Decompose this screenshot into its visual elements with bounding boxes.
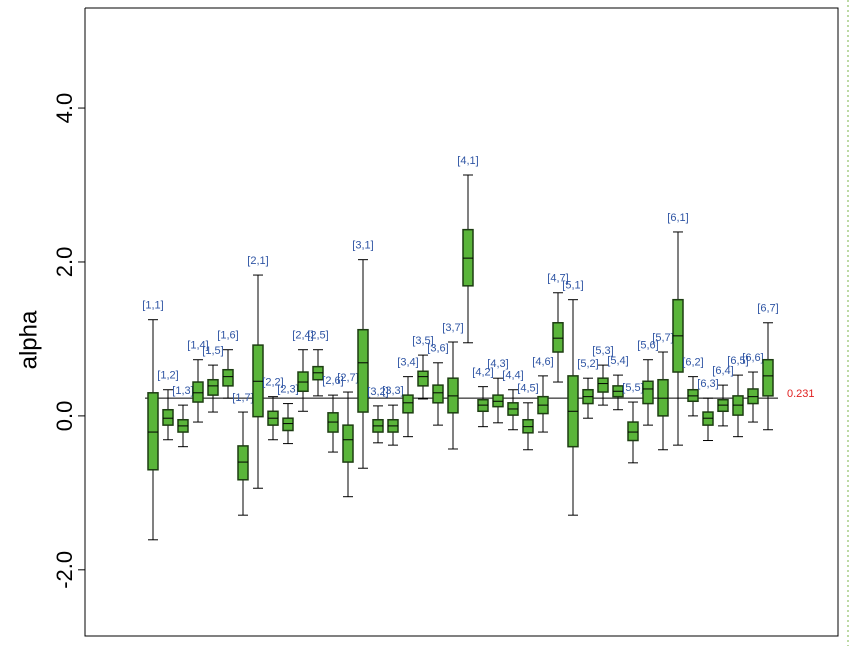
box: [552, 322, 564, 353]
box-label: [2,6]: [322, 375, 343, 387]
plot-frame: [84, 7, 839, 637]
box-label: [1,4]: [187, 340, 208, 352]
box: [222, 368, 234, 387]
y-tick-label: -2.0: [52, 551, 77, 589]
box: [237, 445, 249, 481]
y-axis-label: alpha: [15, 310, 42, 369]
reference-label: 0.231: [787, 388, 815, 400]
y-tick-label: 4.0: [52, 93, 77, 124]
box-label: [2,2]: [262, 377, 283, 389]
box-label: [5,5]: [622, 382, 643, 394]
box: [342, 424, 354, 463]
box: [207, 378, 219, 396]
box: [147, 392, 159, 471]
box-label: [1,5]: [202, 345, 223, 357]
box-label: [4,5]: [517, 383, 538, 395]
box-label: [2,5]: [307, 330, 328, 342]
box-label: [5,4]: [607, 355, 628, 367]
box-label: [6,3]: [697, 378, 718, 390]
box: [432, 384, 444, 404]
box-label: [1,1]: [142, 300, 163, 312]
box-label: [3,7]: [442, 322, 463, 334]
box-label: [5,2]: [577, 358, 598, 370]
box-label: [4,1]: [457, 155, 478, 167]
box: [627, 421, 639, 442]
box: [162, 408, 174, 426]
box: [192, 381, 204, 403]
box: [417, 370, 429, 387]
box: [282, 417, 294, 432]
box-label: [6,2]: [682, 357, 703, 369]
box-label: [5,1]: [562, 280, 583, 292]
box-label: [3,4]: [397, 357, 418, 369]
box-label: [6,4]: [712, 365, 733, 377]
box-label: [6,6]: [742, 352, 763, 364]
box-label: [6,5]: [727, 355, 748, 367]
box-label: [5,7]: [652, 332, 673, 344]
box-label: [4,3]: [487, 358, 508, 370]
box: [357, 328, 369, 413]
box: [762, 358, 774, 397]
box-label: [4,2]: [472, 367, 493, 379]
box-label: [5,6]: [637, 340, 658, 352]
box-label: [3,6]: [427, 343, 448, 355]
y-tick-label: 2.0: [52, 247, 77, 278]
box-label: [1,7]: [232, 392, 253, 404]
box-label: [3,5]: [412, 335, 433, 347]
box-label: [2,4]: [292, 330, 313, 342]
box: [597, 377, 609, 393]
box-label: [1,6]: [217, 330, 238, 342]
box-label: [2,1]: [247, 255, 268, 267]
box-label: [3,3]: [382, 385, 403, 397]
box-label: [6,1]: [667, 212, 688, 224]
box-label: [6,7]: [757, 303, 778, 315]
box-label: [2,7]: [337, 372, 358, 384]
box: [402, 394, 414, 414]
box: [642, 380, 654, 405]
box-label: [3,1]: [352, 240, 373, 252]
box-label: [4,6]: [532, 356, 553, 368]
y-tick-label: 0.0: [52, 401, 77, 432]
box-label: [5,3]: [592, 345, 613, 357]
box-label: [2,3]: [277, 383, 298, 395]
box-label: [1,2]: [157, 370, 178, 382]
box-label: [1,3]: [172, 385, 193, 397]
box-label: [3,2]: [367, 386, 388, 398]
box-label: [4,7]: [547, 273, 568, 285]
box-label: [4,4]: [502, 370, 523, 382]
